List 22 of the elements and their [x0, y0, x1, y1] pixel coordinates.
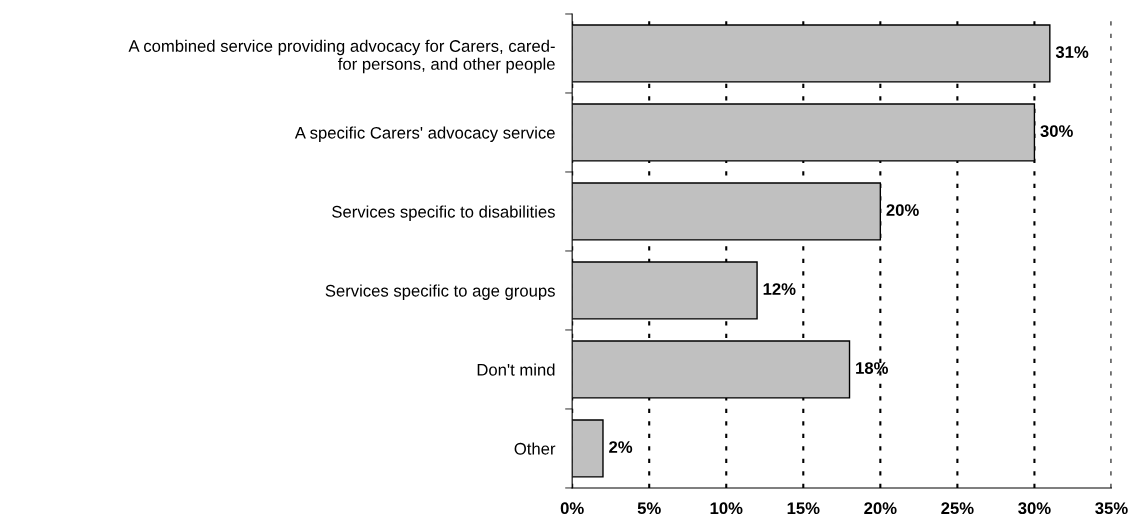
x-tick-label: 35%	[1095, 502, 1128, 515]
data-label: 12%	[763, 283, 796, 295]
x-tick-label: 15%	[787, 502, 820, 515]
y-tick-label: A combined service providing advocacy for Carers, cared- for persons, and other people	[128, 39, 555, 74]
data-label: 31%	[1055, 46, 1089, 58]
x-tick-label: 20%	[864, 502, 897, 515]
y-tick-label: Services specific to age groups	[325, 284, 555, 300]
x-tick-label: 0%	[560, 502, 584, 515]
y-tick-label: A specific Carers' advocacy service	[294, 126, 555, 142]
data-label: 18%	[856, 362, 888, 374]
bar	[572, 182, 882, 241]
x-tick-label: 10%	[710, 502, 743, 515]
data-label: 2%	[609, 441, 633, 453]
x-tick-label: 30%	[1018, 502, 1051, 515]
data-label: 30%	[1040, 125, 1073, 137]
y-tick-label: Services specific to disabilities	[332, 205, 555, 221]
data-label: 20%	[886, 204, 919, 216]
y-tick-label: Don't mind	[477, 363, 555, 376]
x-tick-label: 5%	[637, 502, 661, 515]
bar	[572, 419, 604, 478]
x-tick-label: 25%	[941, 502, 974, 515]
y-tick-label: Other	[514, 442, 556, 455]
